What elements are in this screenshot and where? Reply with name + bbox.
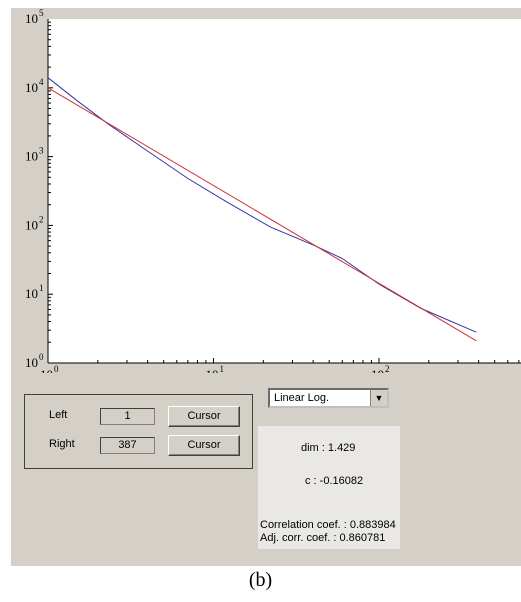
left-label: Left [49, 409, 68, 421]
left-value-field[interactable]: 1 [100, 408, 155, 425]
chart: 100101102103104105100101102 [25, 8, 521, 373]
x-tick-base: 10 [40, 367, 53, 373]
x-tick-base: 10 [371, 367, 384, 373]
right-label: Right [49, 438, 75, 450]
adj-corr-coef: Adj. corr. coef. : 0.860781 [260, 532, 386, 544]
y-tick-label: 10 4 [25, 77, 44, 95]
figure-caption: (b) [248, 569, 273, 591]
y-tick-exponent: 0 [39, 352, 44, 362]
x-tick-exponent: 2 [385, 364, 390, 373]
series-line-2 [47, 87, 477, 342]
x-tick-label: 101 [206, 364, 225, 373]
x-tick-label: 102 [371, 364, 390, 373]
app-panel: 100101102103104105100101102 Left 1 Curso… [11, 8, 521, 566]
scale-select-value: Linear Log. [274, 392, 330, 404]
y-tick-base: 10 [25, 355, 38, 370]
y-tick-label: 10 3 [25, 146, 44, 164]
c-value: c : -0.16082 [305, 475, 364, 487]
axes [47, 19, 521, 364]
scale-select[interactable]: Linear Log. ▼ [268, 388, 389, 408]
y-tick-label: 10 5 [25, 8, 44, 26]
x-tick-label: 100 [40, 364, 59, 373]
y-tick-base: 10 [25, 11, 38, 26]
x-tick-base: 10 [206, 367, 219, 373]
plot-area [48, 19, 521, 363]
y-tick-exponent: 5 [39, 8, 44, 18]
left-cursor-button[interactable]: Cursor [168, 406, 240, 427]
series-layer [47, 77, 477, 342]
chevron-down-icon[interactable]: ▼ [370, 390, 387, 406]
y-tick-base: 10 [25, 149, 38, 164]
y-tick-exponent: 1 [39, 283, 44, 293]
y-tick-exponent: 3 [39, 146, 44, 156]
right-cursor-button[interactable]: Cursor [168, 435, 240, 456]
correlation-coef: Correlation coef. : 0.883984 [260, 519, 396, 531]
y-tick-label: 10 2 [25, 214, 44, 232]
y-tick-label: 10 1 [25, 283, 44, 301]
x-tick-exponent: 1 [220, 364, 225, 373]
y-tick-base: 10 [25, 217, 38, 232]
y-tick-exponent: 2 [39, 214, 44, 224]
dim-value: dim : 1.429 [301, 442, 356, 454]
y-tick-base: 10 [25, 80, 38, 95]
y-tick-exponent: 4 [39, 77, 44, 87]
tick-labels: 100101102103104105100101102 [25, 8, 390, 373]
y-tick-base: 10 [25, 286, 38, 301]
y-tick-label: 10 0 [25, 352, 44, 370]
x-tick-exponent: 0 [54, 364, 59, 373]
stats-box: dim : 1.429 c : -0.16082 Correlation coe… [258, 426, 400, 549]
right-value-field[interactable]: 387 [100, 437, 155, 454]
range-group: Left 1 Cursor Right 387 Cursor [24, 394, 253, 469]
